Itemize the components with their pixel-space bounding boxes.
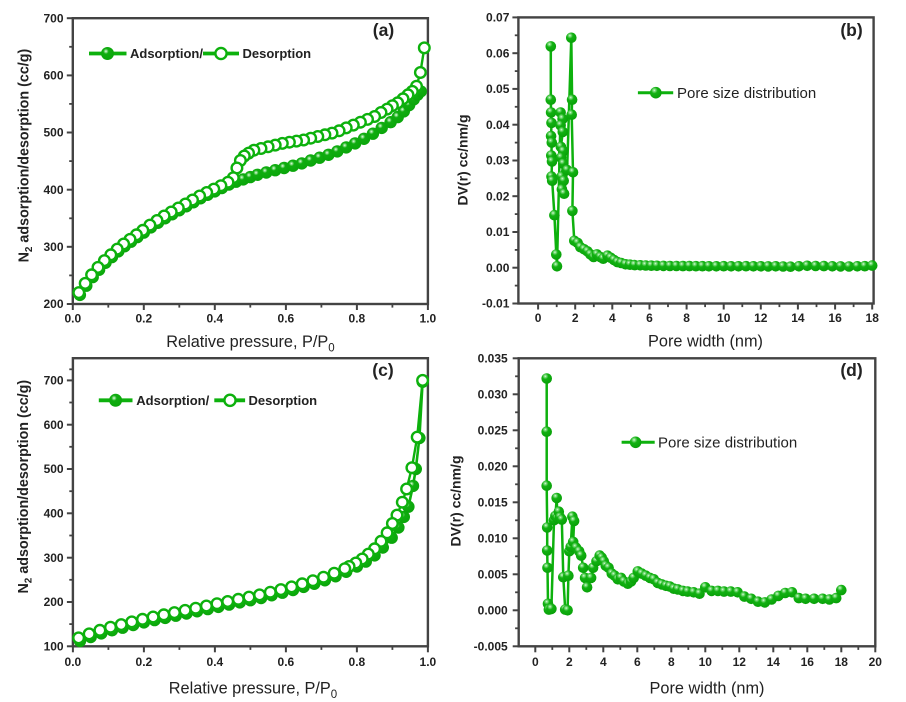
svg-text:0.03: 0.03 (486, 154, 510, 168)
svg-text:0.6: 0.6 (278, 312, 295, 326)
svg-text:(b): (b) (840, 20, 862, 40)
svg-text:0.000: 0.000 (478, 604, 508, 618)
svg-text:0.010: 0.010 (478, 532, 508, 546)
svg-text:(c): (c) (372, 360, 393, 380)
svg-text:400: 400 (43, 183, 63, 197)
svg-text:0.6: 0.6 (278, 655, 295, 669)
svg-text:18: 18 (835, 655, 849, 669)
svg-text:6: 6 (646, 311, 653, 325)
svg-text:DV(r) cc/nm/g: DV(r) cc/nm/g (455, 114, 471, 205)
svg-text:0.025: 0.025 (478, 424, 508, 438)
svg-text:0: 0 (535, 311, 542, 325)
svg-text:0.035: 0.035 (478, 352, 508, 366)
svg-text:0.05: 0.05 (486, 82, 510, 96)
svg-text:600: 600 (43, 69, 63, 83)
svg-text:N2 adsorption/desorption (cc/g: N2 adsorption/desorption (cc/g) (16, 380, 35, 594)
svg-text:0: 0 (532, 655, 539, 669)
svg-text:300: 300 (44, 551, 64, 565)
svg-text:20: 20 (869, 655, 883, 669)
svg-text:Pore width (nm): Pore width (nm) (648, 333, 763, 351)
svg-text:200: 200 (44, 595, 64, 609)
svg-text:0.02: 0.02 (486, 189, 510, 203)
svg-text:0.005: 0.005 (478, 568, 508, 582)
svg-text:Pore size distribution: Pore size distribution (677, 85, 816, 102)
svg-text:-0.01: -0.01 (482, 297, 510, 311)
svg-text:1.0: 1.0 (420, 312, 437, 326)
svg-text:0.015: 0.015 (478, 496, 508, 510)
svg-text:6: 6 (634, 655, 641, 669)
svg-text:0.0: 0.0 (65, 655, 82, 669)
svg-text:10: 10 (717, 311, 731, 325)
svg-text:Relative pressure, P/P0: Relative pressure, P/P0 (169, 680, 337, 702)
svg-text:0.2: 0.2 (136, 655, 153, 669)
svg-text:Desorption: Desorption (243, 46, 312, 61)
svg-text:0.0: 0.0 (64, 312, 81, 326)
svg-text:12: 12 (754, 311, 768, 325)
svg-text:-0.005: -0.005 (474, 640, 508, 654)
svg-text:100: 100 (44, 640, 64, 654)
svg-text:14: 14 (767, 655, 781, 669)
svg-text:500: 500 (43, 126, 63, 140)
svg-text:Adsorption/: Adsorption/ (136, 393, 209, 408)
svg-text:Pore size distribution: Pore size distribution (658, 435, 797, 452)
svg-text:DV(r) cc/nm/g: DV(r) cc/nm/g (448, 455, 464, 546)
svg-text:12: 12 (733, 655, 747, 669)
svg-text:8: 8 (668, 655, 675, 669)
svg-text:400: 400 (44, 507, 64, 521)
svg-text:N2 adsorption/desorption (cc/g: N2 adsorption/desorption (cc/g) (17, 49, 36, 263)
svg-text:4: 4 (609, 311, 616, 325)
svg-text:14: 14 (791, 311, 805, 325)
svg-text:18: 18 (866, 311, 880, 325)
svg-text:500: 500 (44, 462, 64, 476)
svg-text:0.06: 0.06 (486, 46, 510, 60)
svg-text:0.4: 0.4 (207, 655, 224, 669)
svg-text:700: 700 (44, 374, 64, 388)
svg-text:600: 600 (44, 418, 64, 432)
svg-text:0.01: 0.01 (486, 225, 510, 239)
svg-text:0.020: 0.020 (478, 460, 508, 474)
svg-text:0.030: 0.030 (478, 388, 508, 402)
svg-text:Pore width (nm): Pore width (nm) (650, 679, 765, 697)
svg-text:16: 16 (828, 311, 842, 325)
svg-text:700: 700 (43, 11, 63, 25)
svg-text:Desorption: Desorption (249, 393, 318, 408)
svg-text:0.2: 0.2 (135, 312, 152, 326)
svg-text:300: 300 (43, 240, 63, 254)
svg-text:0.4: 0.4 (206, 312, 223, 326)
svg-text:0.8: 0.8 (349, 312, 366, 326)
svg-text:0.07: 0.07 (486, 11, 510, 25)
svg-text:10: 10 (699, 655, 713, 669)
svg-text:Relative pressure, P/P0: Relative pressure, P/P0 (166, 333, 334, 355)
svg-text:1.0: 1.0 (420, 655, 437, 669)
svg-text:Adsorption/: Adsorption/ (130, 46, 203, 61)
svg-text:(a): (a) (373, 20, 394, 40)
svg-text:2: 2 (572, 311, 579, 325)
svg-text:2: 2 (566, 655, 573, 669)
svg-text:4: 4 (600, 655, 607, 669)
svg-text:0.04: 0.04 (486, 118, 510, 132)
svg-text:200: 200 (43, 297, 63, 311)
svg-text:0.8: 0.8 (349, 655, 366, 669)
svg-text:8: 8 (683, 311, 690, 325)
svg-text:0.00: 0.00 (486, 261, 510, 275)
svg-text:(d): (d) (840, 360, 862, 380)
svg-text:16: 16 (801, 655, 815, 669)
